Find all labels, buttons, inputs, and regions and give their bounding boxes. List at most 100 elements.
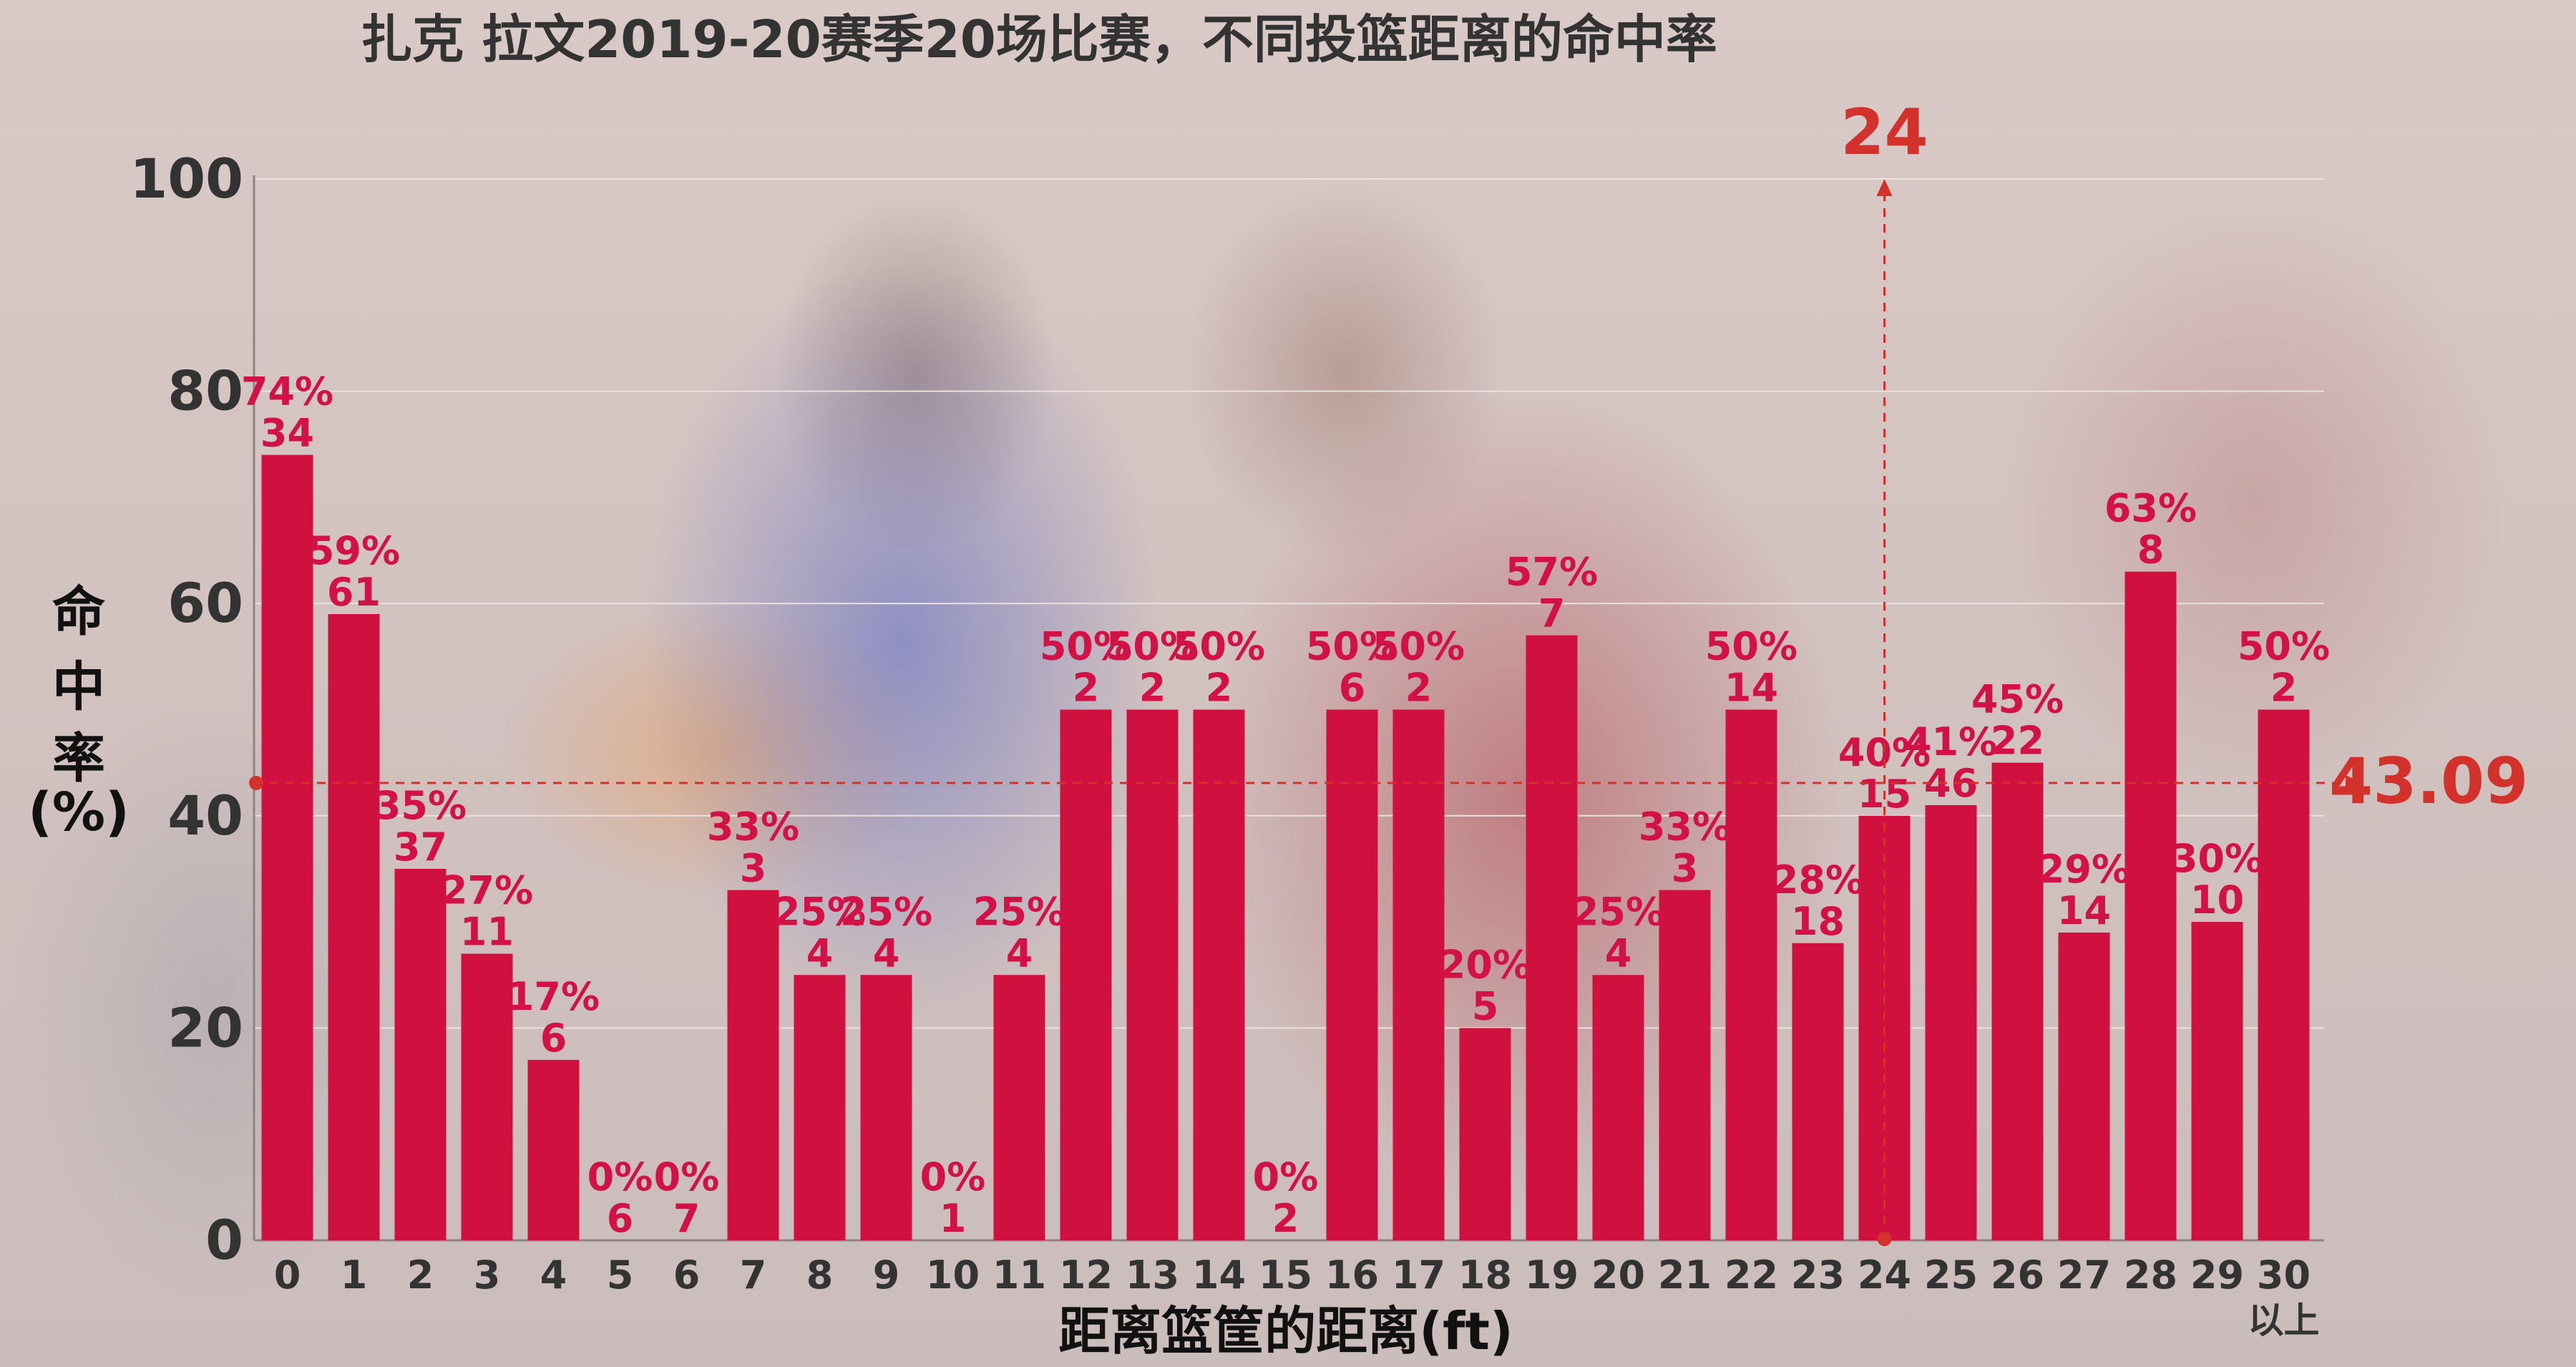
percent-label: 74%: [241, 369, 333, 414]
attempts-label: 1: [940, 1196, 967, 1241]
x-tick-label: 22: [1724, 1252, 1778, 1298]
y-axis-label-line: 率: [52, 728, 105, 789]
bar-4: [527, 1059, 580, 1240]
attempts-label: 6: [1339, 666, 1366, 711]
x-tick-label: 15: [1259, 1252, 1312, 1298]
bar-9: [860, 975, 912, 1240]
percent-label: 35%: [374, 783, 467, 828]
x-tick-label: 8: [806, 1252, 834, 1298]
distance-reference-value: 24: [1840, 95, 1928, 169]
x-tick-label: 2: [407, 1252, 434, 1298]
bar-14: [1193, 709, 1245, 1240]
percent-label: 29%: [2038, 847, 2130, 892]
bar-1: [328, 614, 380, 1240]
attempts-label: 61: [327, 570, 381, 615]
percent-label: 50%: [1372, 624, 1465, 669]
y-tick-label: 100: [130, 147, 243, 210]
percent-label: 63%: [2104, 486, 2197, 531]
x-tick-label: 30: [2257, 1252, 2311, 1298]
bar-19: [1526, 635, 1578, 1240]
percent-label: 0%: [920, 1154, 986, 1200]
x-tick-label: 5: [607, 1252, 634, 1298]
x-tick-label: 24: [1858, 1252, 1911, 1298]
y-axis-label-line: (%): [28, 782, 130, 843]
attempts-label: 3: [740, 846, 767, 891]
attempts-label: 2: [1206, 666, 1233, 711]
bar-30: [2258, 709, 2310, 1240]
bar-8: [794, 975, 846, 1240]
attempts-label: 46: [1924, 761, 1978, 806]
bar-3: [461, 953, 513, 1240]
bar-7: [727, 890, 779, 1240]
x-tick-label: 12: [1059, 1252, 1113, 1298]
x-tick-label: 16: [1325, 1252, 1379, 1298]
x-tick-label: 10: [926, 1252, 980, 1298]
attempts-label: 10: [2190, 877, 2244, 923]
percent-label: 33%: [707, 804, 799, 850]
percent-label: 50%: [2238, 624, 2330, 669]
percent-label: 0%: [587, 1154, 653, 1200]
percent-label: 59%: [308, 528, 400, 573]
x-tick-label: 23: [1791, 1252, 1845, 1298]
x-tick-label: 25: [1924, 1252, 1978, 1298]
bar-2: [394, 868, 447, 1240]
attempts-label: 6: [540, 1016, 567, 1061]
y-axis-label-line: 中: [52, 656, 105, 718]
y-tick-label: 40: [167, 784, 243, 847]
x-tick-label: 28: [2124, 1252, 2177, 1298]
attempts-label: 2: [1272, 1196, 1299, 1241]
percent-label: 33%: [1639, 804, 1731, 850]
attempts-label: 14: [2057, 888, 2111, 933]
percent-label: 25%: [1572, 889, 1664, 934]
attempts-label: 37: [394, 824, 447, 870]
bar-29: [2191, 922, 2243, 1240]
percent-label: 30%: [2171, 836, 2263, 881]
y-tick-label: 0: [205, 1208, 243, 1272]
percent-label: 50%: [1306, 624, 1398, 669]
x-tick-label: 19: [1525, 1252, 1579, 1298]
x-tick-label: 7: [740, 1252, 767, 1298]
attempts-label: 8: [2137, 527, 2165, 573]
percent-label: 41%: [1905, 719, 1997, 764]
x-tick-label: 17: [1392, 1252, 1445, 1298]
x-tick-sublabel: 以上: [2248, 1300, 2320, 1341]
percent-label: 25%: [774, 889, 866, 934]
attempts-label: 4: [806, 930, 834, 976]
percent-label: 27%: [441, 868, 533, 913]
distance-line-arrowhead: [1876, 179, 1893, 196]
bar-17: [1392, 709, 1445, 1240]
attempts-label: 4: [1006, 930, 1033, 976]
percent-label: 28%: [1772, 857, 1864, 903]
percent-label: 50%: [1040, 624, 1132, 669]
x-tick-label: 26: [1991, 1252, 2044, 1298]
percent-label: 25%: [840, 889, 932, 934]
x-tick-label: 18: [1458, 1252, 1512, 1298]
y-tick-label: 20: [167, 996, 243, 1059]
y-axis-ticks: 0 20 40 60 80 100: [130, 147, 243, 1272]
bar-26: [1991, 762, 2044, 1240]
bar-12: [1060, 709, 1112, 1240]
x-tick-label: 29: [2190, 1252, 2244, 1298]
bar-25: [1925, 804, 1977, 1240]
bar-0: [261, 454, 313, 1240]
percent-label: 0%: [1253, 1154, 1319, 1200]
percent-label: 45%: [1971, 677, 2064, 722]
x-tick-label: 27: [2057, 1252, 2111, 1298]
x-tick-label: 6: [673, 1252, 701, 1298]
y-tick-label: 60: [167, 571, 243, 635]
bar-23: [1792, 943, 1844, 1240]
attempts-label: 5: [1472, 983, 1499, 1028]
percent-label: 50%: [1106, 624, 1199, 669]
mean-reference-value: 43.09: [2329, 744, 2528, 818]
percent-label: 17%: [507, 974, 600, 1019]
attempts-label: 4: [873, 930, 900, 976]
bars: [261, 454, 2310, 1240]
mean-line-arrowhead: [2346, 774, 2363, 791]
x-axis-ticks: 0 1 2 3 4 5 6 7 8 9 10 11 12 13 14 15 16 17 18 19 20 21 22 23 24…: [274, 1252, 2320, 1341]
y-axis-label: 命中率(%): [28, 581, 130, 843]
distance-line-start-dot: [1877, 1232, 1892, 1246]
percent-label: 20%: [1439, 942, 1531, 987]
percent-label: 50%: [1173, 624, 1265, 669]
